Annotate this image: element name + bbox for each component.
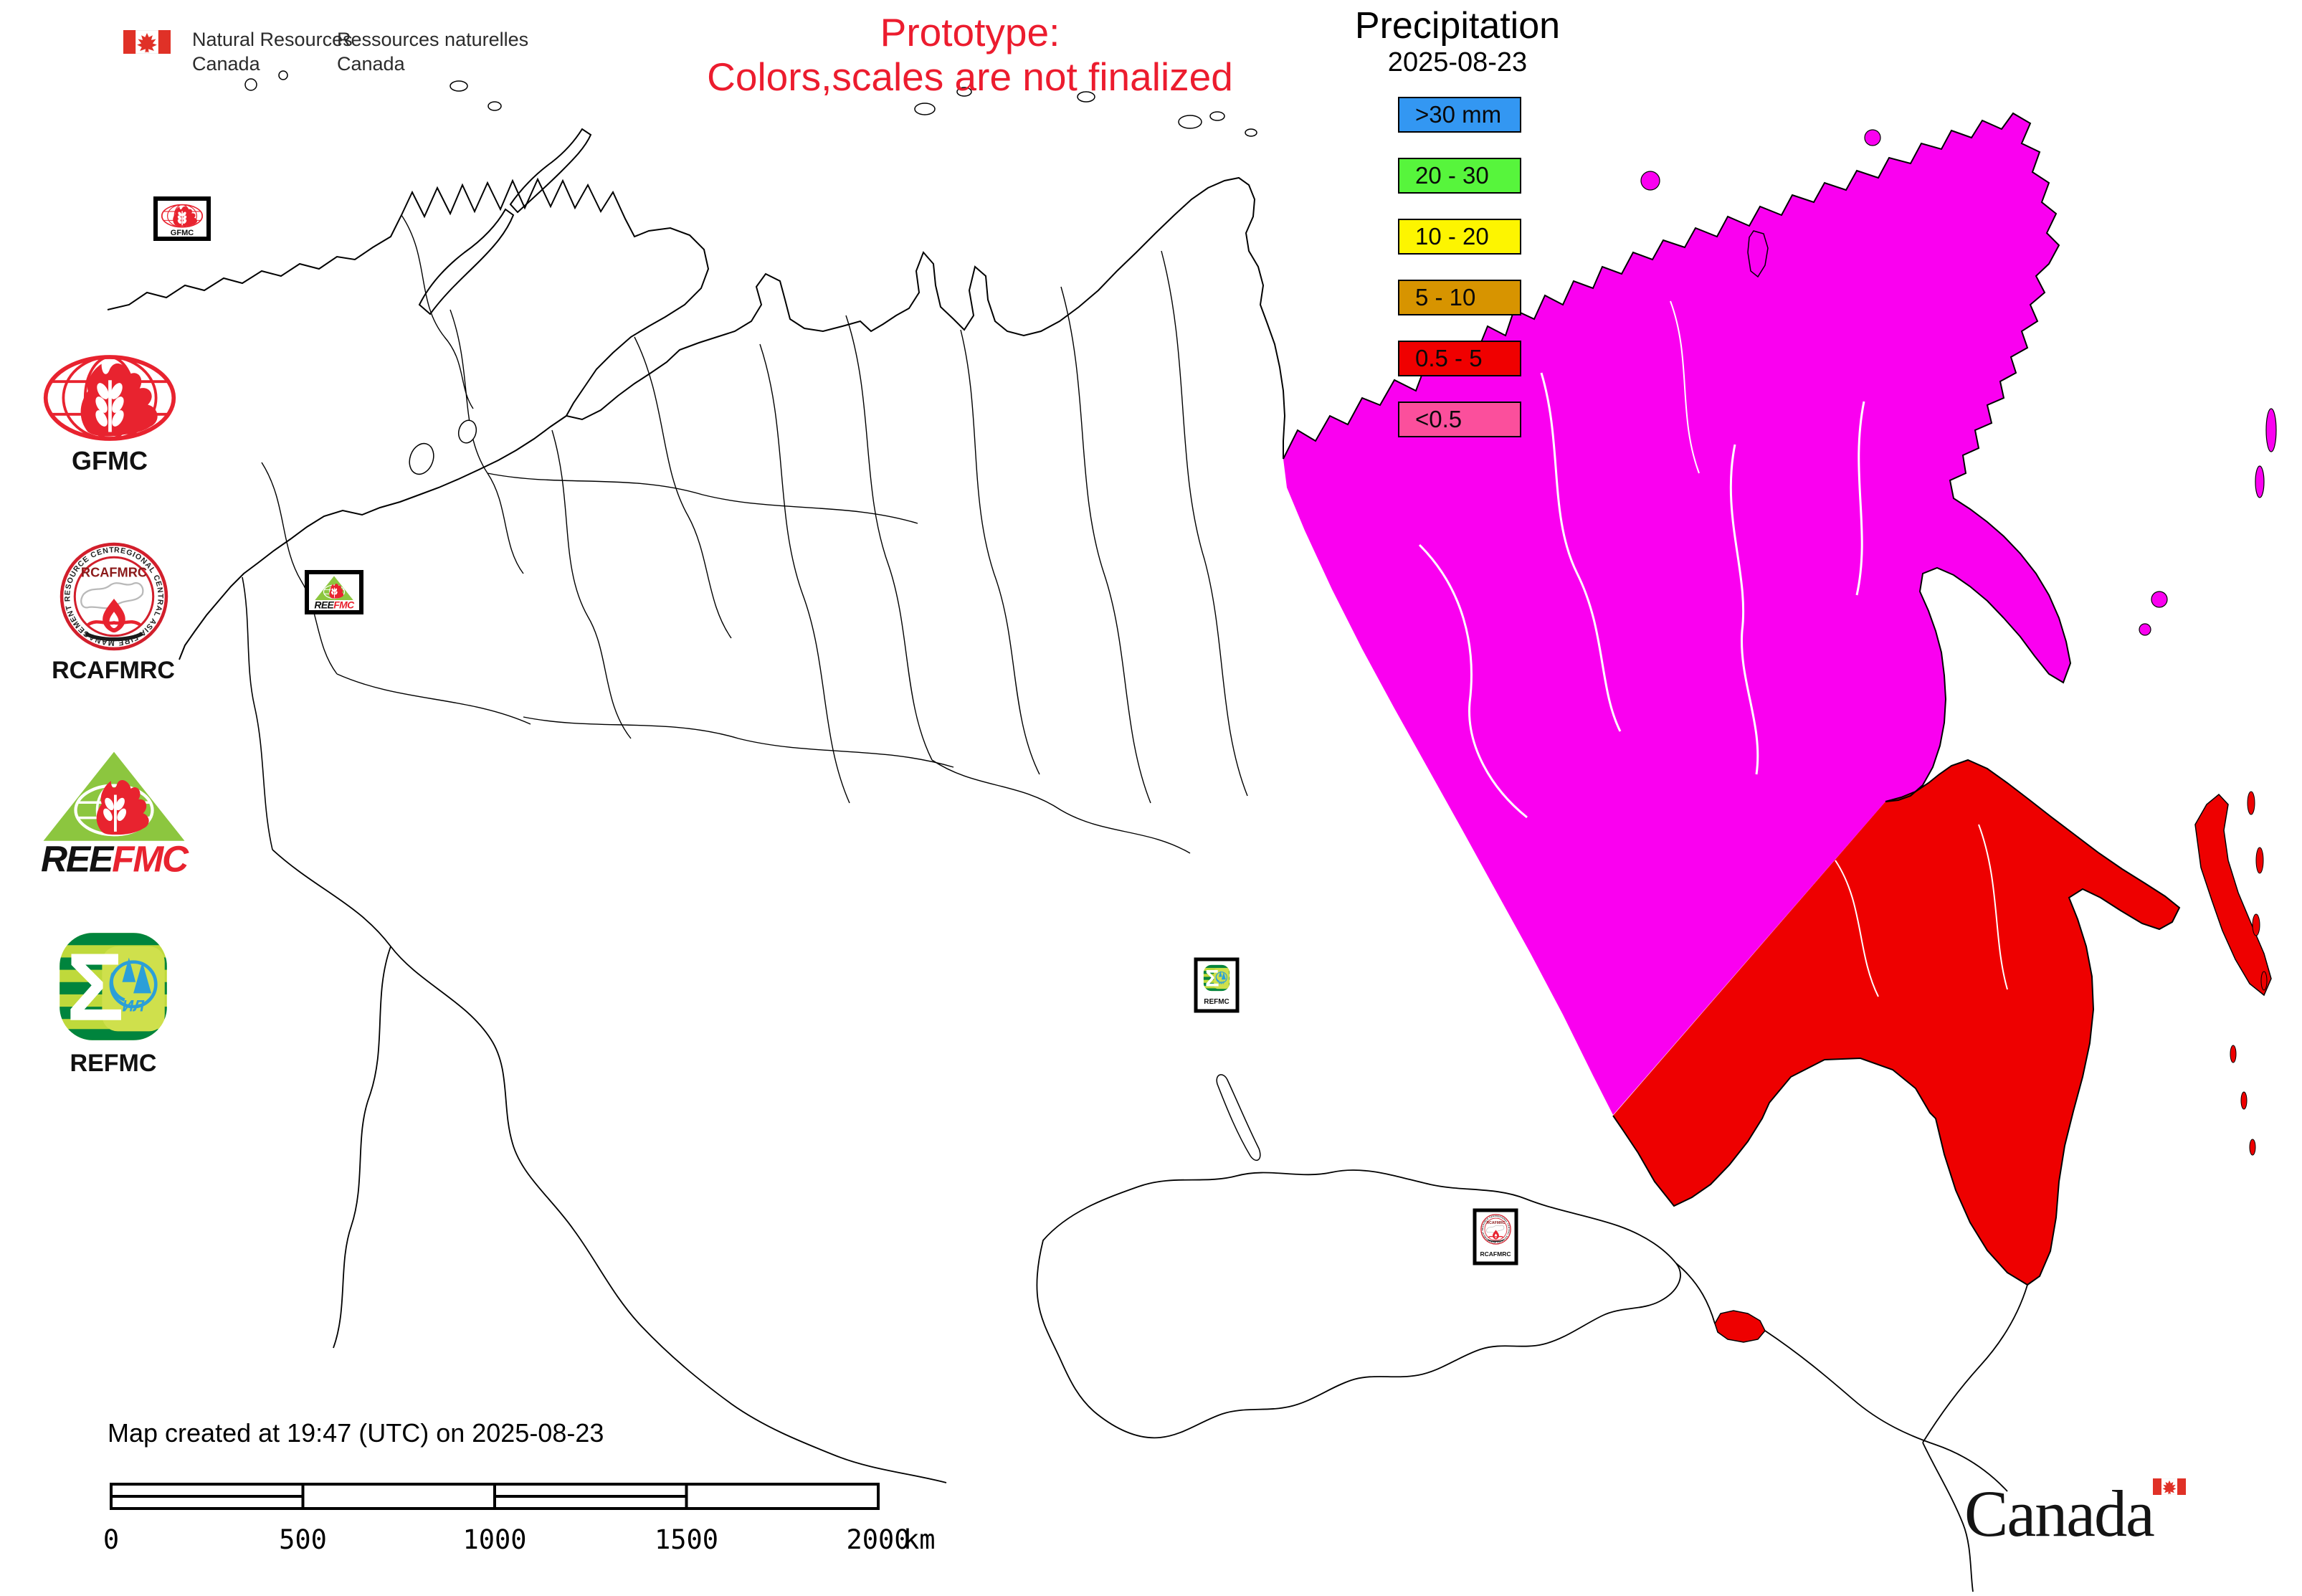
arctic-islands [244, 70, 1257, 137]
scale-tick-1000: 1000 [462, 1524, 526, 1555]
coastline-northeast [1283, 112, 2072, 802]
border-mongolia [1036, 1169, 1681, 1439]
agency-fr-line2: Canada [337, 53, 405, 75]
precip-region-05-5 [1613, 760, 2272, 1343]
marker-rcafmrc-label: RCAFMRC [1480, 1250, 1511, 1258]
border-kazakhstan-north [242, 576, 273, 850]
river-lines [1418, 300, 2008, 997]
region-lt05-wrangel-island [1747, 230, 1769, 278]
scale-tick-500: 500 [279, 1524, 327, 1555]
reefmc-logo-large [37, 746, 191, 887]
legend-label-5-10: 5 - 10 [1415, 284, 1476, 310]
scale-tick-0: 0 [103, 1524, 119, 1555]
agency-en-line1: Natural Resources [192, 29, 353, 50]
header-flag [123, 30, 171, 54]
legend-label-20-30: 20 - 30 [1415, 162, 1489, 189]
legend-label-10-20: 10 - 20 [1415, 223, 1489, 250]
region-05-5-main [1613, 760, 2179, 1285]
coastline-baltic [179, 415, 567, 660]
legend-label-gt30: >30 mm [1415, 101, 1502, 128]
agency-fr-line1: Ressources naturelles [337, 29, 529, 50]
agency-name-en: Natural Resources Canada [192, 27, 353, 76]
region-05-5-south-blob [1714, 1310, 1766, 1343]
map-created-text: Map created at 19:47 (UTC) on 2025-08-23 [108, 1418, 604, 1448]
marker-refmc-label: REFMC [1204, 998, 1230, 1006]
prototype-notice-line1: Prototype: [880, 10, 1060, 54]
canada-wordmark: Canada [1964, 1476, 2155, 1552]
refmc-logo-large [57, 931, 169, 1042]
region-lt05-islands [1640, 129, 2277, 636]
legend-item-5-10: 5 - 10 [1398, 280, 1521, 315]
marker-gfmc-label: GFMC [171, 229, 194, 237]
legend-item-20-30: 20 - 30 [1398, 158, 1521, 194]
region-05-5-sakhalin [2194, 793, 2272, 997]
refmc-label: REFMC [70, 1050, 157, 1077]
legend-date: 2025-08-23 [1387, 47, 1528, 77]
marker-rcafmrc: RCAFMRC [1473, 1208, 1518, 1265]
coastline-southeast [1612, 759, 2181, 1286]
border-kazakhstan [272, 849, 947, 1483]
prototype-notice: Prototype: Colors,scales are not finaliz… [707, 10, 1233, 99]
lakes [409, 419, 1261, 1162]
marker-gfmc: GFMC [153, 196, 211, 241]
rcafmrc-label: RCAFMRC [52, 657, 175, 684]
legend-label-lt05: <0.5 [1415, 406, 1462, 432]
legend-item-05-5: 0.5 - 5 [1398, 341, 1521, 376]
prototype-notice-line2: Colors,scales are not finalized [707, 54, 1233, 99]
region-05-5-kuril-slivers [2230, 791, 2268, 1156]
agency-en-line2: Canada [192, 53, 260, 75]
marker-refmc: REFMC [1194, 957, 1240, 1013]
legend-title: Precipitation [1354, 5, 1561, 47]
gfmc-label: GFMC [72, 446, 148, 475]
legend-item-10-20: 10 - 20 [1398, 219, 1521, 255]
scale-tick-1500: 1500 [655, 1524, 718, 1555]
internal-borders [261, 214, 1248, 854]
fareast-borders [1675, 1263, 2028, 1592]
canada-wordmark-flag [2153, 1478, 2186, 1495]
scale-bar: 0 500 1000 1500 2000 km [103, 1483, 936, 1555]
scale-tick-2000: 2000 [846, 1524, 910, 1555]
legend-label-05-5: 0.5 - 5 [1415, 345, 1483, 371]
basemap-lines [107, 70, 2181, 1592]
scale-unit: km [903, 1524, 936, 1555]
border-kazakhstan-west [333, 946, 391, 1349]
canada-wordmark-text: Canada [1964, 1477, 2155, 1550]
coastline-arctic [107, 176, 1286, 459]
marker-reefmc [305, 570, 363, 614]
gfmc-logo-large [42, 353, 178, 443]
novaya-zemlya [418, 128, 592, 315]
rcafmrc-logo-large [60, 542, 168, 651]
legend-item-gt30: >30 mm [1398, 97, 1521, 133]
agency-name-fr: Ressources naturelles Canada [337, 27, 528, 76]
legend-item-lt05: <0.5 [1398, 402, 1521, 437]
